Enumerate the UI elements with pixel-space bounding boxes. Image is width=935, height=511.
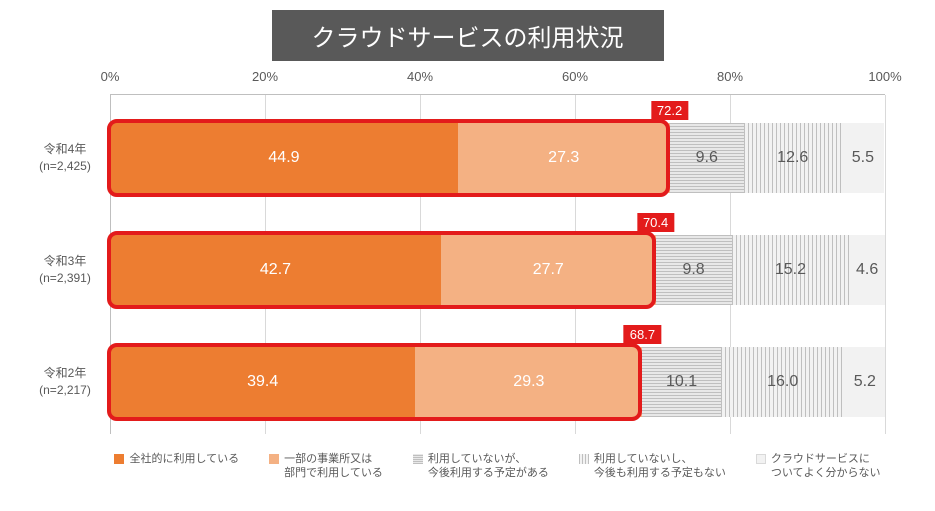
bar-segment-s2: 27.7 (441, 235, 656, 305)
swatch-icon (269, 454, 279, 464)
swatch-icon (756, 454, 766, 464)
bar-segment-s4: 12.6 (744, 123, 842, 193)
swatch-icon (413, 454, 423, 464)
bar-segment-s3: 9.8 (656, 235, 732, 305)
legend-item: 全社的に利用している (114, 452, 239, 481)
legend-label: 利用していないが、今後利用する予定がある (428, 452, 549, 481)
legend-item: クラウドサービスについてよく分からない (756, 452, 881, 481)
chart-area: 0% 20% 40% 60% 80% 100% 令和4年 (n=2,425) 4… (110, 69, 885, 449)
callout-badge: 72.2 (651, 101, 688, 120)
x-tick: 0% (101, 69, 120, 84)
callout-badge: 70.4 (637, 213, 674, 232)
x-tick: 40% (407, 69, 433, 84)
bar-segment-s1: 44.9 (110, 123, 458, 193)
bar-segment-s4: 16.0 (721, 347, 845, 417)
bar-row: 令和4年 (n=2,425) 44.9 27.3 9.6 12.6 5.5 72… (110, 123, 885, 193)
bar-segment-s2: 27.3 (458, 123, 670, 193)
x-axis: 0% 20% 40% 60% 80% 100% (110, 69, 885, 94)
legend: 全社的に利用している 一部の事業所又は部門で利用している 利用していないが、今後… (110, 452, 885, 481)
bar-row: 令和3年 (n=2,391) 42.7 27.7 9.8 15.2 4.6 70… (110, 235, 885, 305)
bar-segment-s5: 4.6 (849, 235, 885, 305)
swatch-icon (114, 454, 124, 464)
bar-segment-s5: 5.5 (842, 123, 885, 193)
legend-item: 利用していないし、今後も利用する予定もない (579, 452, 726, 481)
legend-label: クラウドサービスについてよく分からない (771, 452, 881, 481)
bar-segment-s4: 15.2 (732, 235, 850, 305)
chart-title: クラウドサービスの利用状況 (272, 10, 664, 61)
legend-item: 利用していないが、今後利用する予定がある (413, 452, 549, 481)
legend-label: 全社的に利用している (129, 452, 239, 466)
x-tick: 100% (868, 69, 901, 84)
row-label: 令和3年 (n=2,391) (25, 253, 105, 287)
row-label: 令和4年 (n=2,425) (25, 141, 105, 175)
callout-badge: 68.7 (624, 325, 661, 344)
row-label: 令和2年 (n=2,217) (25, 365, 105, 399)
bar-row: 令和2年 (n=2,217) 39.4 29.3 10.1 16.0 5.2 6… (110, 347, 885, 417)
bar-segment-s1: 39.4 (110, 347, 415, 417)
legend-label: 利用していないし、今後も利用する予定もない (594, 452, 726, 481)
bar-segment-s5: 5.2 (845, 347, 885, 417)
legend-item: 一部の事業所又は部門で利用している (269, 452, 383, 481)
legend-label: 一部の事業所又は部門で利用している (284, 452, 383, 481)
x-tick: 20% (252, 69, 278, 84)
bar-segment-s3: 9.6 (670, 123, 744, 193)
swatch-icon (579, 454, 589, 464)
x-tick: 60% (562, 69, 588, 84)
gridline (885, 95, 886, 434)
bar-segment-s2: 29.3 (415, 347, 642, 417)
bar-segment-s1: 42.7 (110, 235, 441, 305)
grid-area: 令和4年 (n=2,425) 44.9 27.3 9.6 12.6 5.5 72… (110, 94, 885, 434)
bar-segment-s3: 10.1 (642, 347, 720, 417)
x-tick: 80% (717, 69, 743, 84)
